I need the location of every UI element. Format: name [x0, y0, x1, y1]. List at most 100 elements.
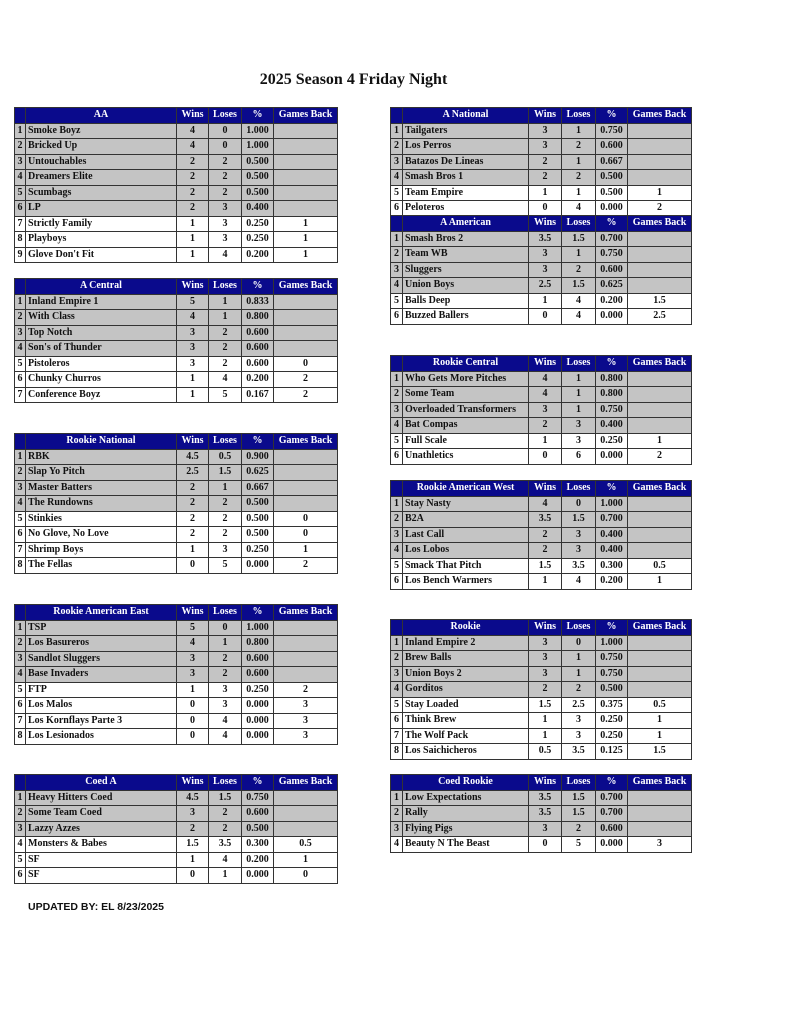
- rank-cell: 1: [390, 634, 403, 651]
- games-back-cell: [273, 309, 338, 326]
- wins-cell: 3: [176, 324, 209, 341]
- rank-cell: 3: [390, 526, 403, 543]
- table-row: 6 SF 0 1 0.000 0: [14, 867, 338, 884]
- rank-cell: 2: [390, 386, 403, 403]
- header-loses: Loses: [208, 433, 242, 450]
- team-cell: Strictly Family: [25, 215, 177, 232]
- table-row: 2 B2A 3.5 1.5 0.700: [390, 511, 692, 528]
- header-rank: [390, 619, 403, 636]
- games-back-cell: [273, 495, 338, 512]
- team-cell: Los Kornflays Parte 3: [25, 712, 177, 729]
- games-back-cell: [627, 526, 692, 543]
- pct-cell: 0.500: [241, 495, 274, 512]
- table-row: 2 Team WB 3 1 0.750: [390, 246, 692, 263]
- loses-cell: 1: [561, 370, 596, 387]
- header-division-name: Rookie National: [25, 433, 177, 450]
- loses-cell: 1: [561, 401, 596, 418]
- wins-cell: 4.5: [176, 789, 209, 806]
- header-loses: Loses: [561, 619, 596, 636]
- table-row: 6 LP 2 3 0.400: [14, 200, 338, 217]
- standings-table-coed-a: Coed A Wins Loses% Games Back 1 Heavy Hitters…: [14, 774, 338, 884]
- team-cell: Top Notch: [25, 324, 177, 341]
- wins-cell: 3: [528, 122, 562, 139]
- wins-cell: 4: [528, 370, 562, 387]
- table-row: 4 Los Lobos 2 3 0.400: [390, 542, 692, 559]
- wins-cell: 1: [528, 573, 562, 590]
- wins-cell: 2: [176, 184, 209, 201]
- pct-cell: 0.400: [595, 526, 628, 543]
- table-header-row: A American Wins Loses% Games Back: [390, 215, 692, 232]
- pct-cell: 0.600: [241, 340, 274, 357]
- header-pct: %: [595, 215, 628, 232]
- loses-cell: 3: [208, 697, 242, 714]
- games-back-cell: [627, 169, 692, 186]
- games-back-cell: 1.5: [627, 743, 692, 760]
- loses-cell: 1: [208, 867, 242, 884]
- rank-cell: 5: [390, 557, 403, 574]
- rank-cell: 1: [14, 122, 26, 139]
- pct-cell: 0.600: [241, 650, 274, 667]
- table-row: 6 Los Bench Warmers 1 4 0.200 1: [390, 573, 692, 590]
- games-back-cell: 2: [273, 557, 338, 574]
- team-cell: Smash Bros 1: [402, 169, 529, 186]
- wins-cell: 1: [528, 432, 562, 449]
- team-cell: Bricked Up: [25, 138, 177, 155]
- team-cell: LP: [25, 200, 177, 217]
- loses-cell: 1: [208, 479, 242, 496]
- loses-cell: 3: [208, 541, 242, 558]
- pct-cell: 0.375: [595, 696, 628, 713]
- pct-cell: 0.833: [241, 293, 274, 310]
- rank-cell: 4: [390, 417, 403, 434]
- pct-cell: 0.200: [595, 573, 628, 590]
- table-row: 1 Low Expectations 3.5 1.5 0.700: [390, 789, 692, 806]
- games-back-cell: 1: [627, 712, 692, 729]
- games-back-cell: 1.5: [627, 292, 692, 309]
- wins-cell: 2: [528, 542, 562, 559]
- rank-cell: 2: [390, 805, 403, 822]
- games-back-cell: [627, 138, 692, 155]
- wins-cell: 2.5: [176, 464, 209, 481]
- team-cell: Union Boys 2: [402, 665, 529, 682]
- header-rank: [14, 774, 26, 791]
- header-loses: Loses: [208, 278, 242, 295]
- table-row: 5 Team Empire 1 1 0.500 1: [390, 184, 692, 201]
- games-back-cell: [273, 666, 338, 683]
- table-row: 5 Stinkies 2 2 0.500 0: [14, 510, 338, 527]
- rank-cell: 1: [14, 448, 26, 465]
- games-back-cell: 2: [273, 681, 338, 698]
- team-cell: Los Bench Warmers: [402, 573, 529, 590]
- wins-cell: 3: [528, 634, 562, 651]
- pct-cell: 0.200: [595, 292, 628, 309]
- table-row: 5 Balls Deep 1 4 0.200 1.5: [390, 292, 692, 309]
- pct-cell: 0.600: [595, 261, 628, 278]
- team-cell: Shrimp Boys: [25, 541, 177, 558]
- rank-cell: 3: [14, 153, 26, 170]
- games-back-cell: [627, 370, 692, 387]
- team-cell: Low Expectations: [402, 789, 529, 806]
- team-cell: Overloaded Transformers: [402, 401, 529, 418]
- rank-cell: 8: [14, 231, 26, 248]
- header-games-back: Games Back: [627, 215, 692, 232]
- header-rank: [390, 107, 403, 124]
- loses-cell: 0: [208, 122, 242, 139]
- table-row: 4 Son's of Thunder 3 2 0.600: [14, 340, 338, 357]
- pct-cell: 0.800: [595, 370, 628, 387]
- loses-cell: 6: [561, 448, 596, 465]
- table-row: 2 Bricked Up 4 0 1.000: [14, 138, 338, 155]
- table-header-row: Rookie Wins Loses% Games Back: [390, 619, 692, 636]
- loses-cell: 3: [208, 681, 242, 698]
- loses-cell: 1: [208, 635, 242, 652]
- table-header-row: A National Wins Loses% Games Back: [390, 107, 692, 124]
- team-cell: The Rundowns: [25, 495, 177, 512]
- header-games-back: Games Back: [627, 480, 692, 497]
- games-back-cell: [627, 246, 692, 263]
- rank-cell: 6: [14, 867, 26, 884]
- pct-cell: 0.750: [595, 650, 628, 667]
- wins-cell: 2: [176, 820, 209, 837]
- wins-cell: 3.5: [528, 789, 562, 806]
- games-back-cell: [273, 464, 338, 481]
- games-back-cell: [627, 261, 692, 278]
- rank-cell: 6: [14, 371, 26, 388]
- loses-cell: 4: [561, 200, 596, 217]
